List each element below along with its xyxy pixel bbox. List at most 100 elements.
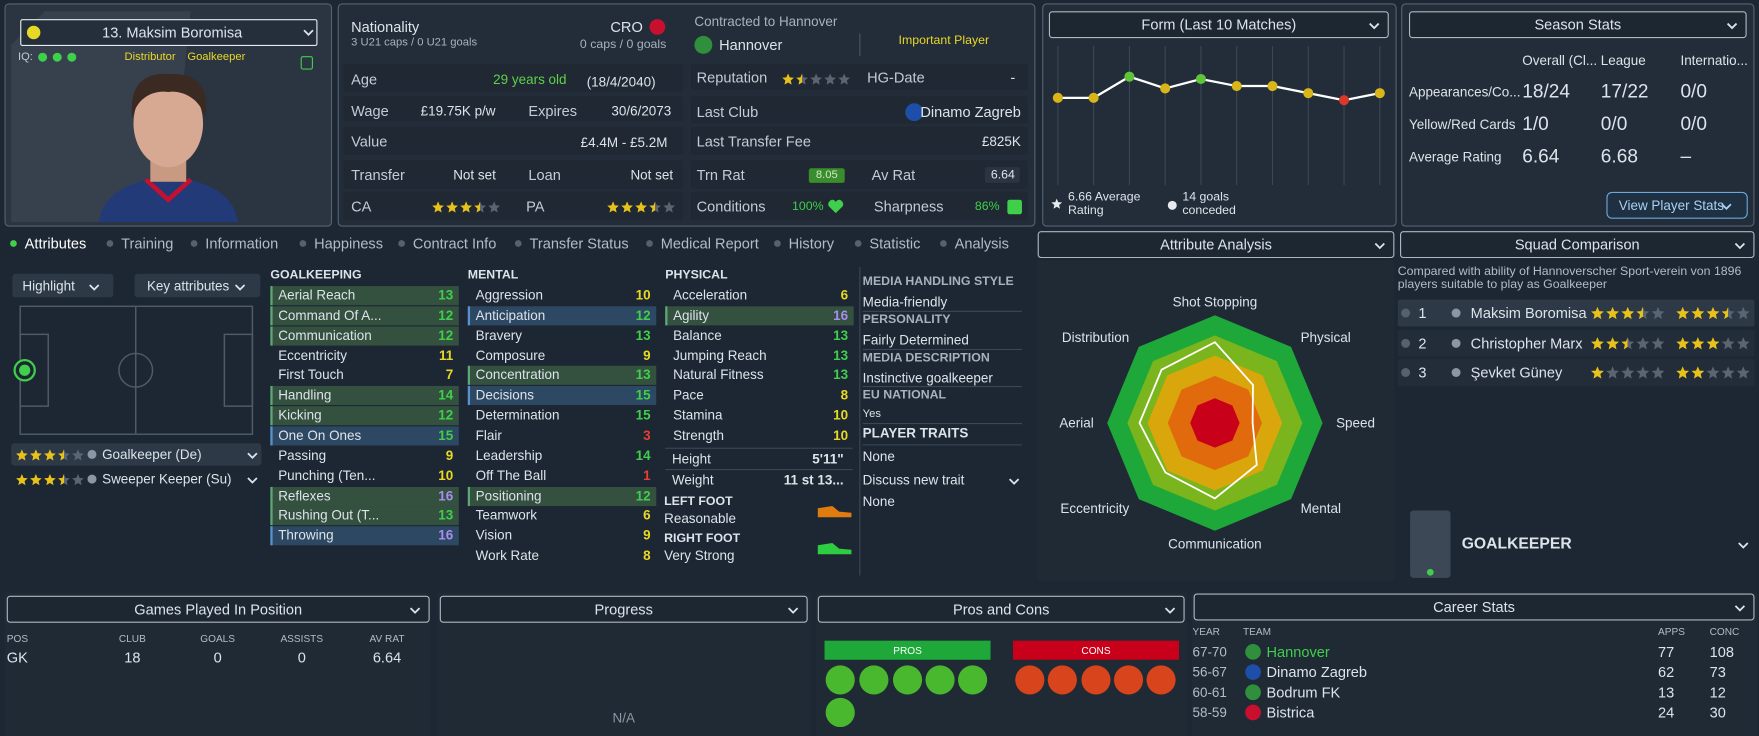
button-label[interactable]: Key attributes [146, 278, 230, 294]
highlight-button[interactable] [12, 273, 114, 298]
radar-area [1138, 341, 1258, 500]
pro-icon-shape [925, 665, 955, 695]
attribute-name: Acceleration [673, 287, 748, 303]
tab[interactable]: Training [121, 235, 174, 252]
media-heading: MEDIA HANDLING STYLE [862, 274, 1014, 289]
club-logo [1245, 664, 1261, 680]
tab[interactable]: Information [205, 235, 279, 252]
caps: 0 caps / 0 goals [579, 38, 667, 52]
tab-dot-shape [190, 240, 198, 247]
tab[interactable]: History [788, 235, 835, 252]
attribute-name: Concentration [475, 367, 560, 384]
row-highlight [270, 526, 459, 546]
role-name[interactable]: Sweeper Keeper (Su) [102, 471, 232, 487]
panel-header[interactable] [817, 595, 1185, 623]
career-year: 56-67 [1192, 664, 1227, 680]
star [1606, 306, 1619, 320]
tab[interactable]: Statistic [869, 235, 921, 252]
column-header: Overall (Cl... [1522, 52, 1598, 69]
panel-title: Form (Last 10 Matches) [1141, 16, 1297, 34]
tab[interactable]: Transfer Status [529, 235, 629, 252]
tab[interactable]: Happiness [314, 235, 384, 252]
row-strip [691, 96, 1028, 124]
select-dot [1401, 308, 1411, 318]
name-box[interactable] [20, 19, 318, 47]
radar-label: Mental [1300, 500, 1341, 517]
tab[interactable]: Contract Info [412, 235, 497, 252]
player-role: Distributor [124, 51, 176, 64]
club-name: Hannover [719, 36, 783, 54]
tab-dot [514, 240, 522, 247]
media-value: None [862, 448, 895, 465]
tab-dot [398, 240, 405, 247]
star [1651, 336, 1665, 349]
row-strip [691, 63, 1028, 90]
label: Wage [351, 102, 389, 120]
photo-backdrop [11, 11, 191, 223]
star [30, 473, 42, 485]
club-badge [26, 25, 41, 40]
panel-header[interactable] [1193, 593, 1755, 621]
tab[interactable]: Medical Report [660, 235, 759, 252]
career-apps: 77 [1658, 643, 1675, 661]
pros-label: PROS [893, 645, 922, 657]
attribute-value: 16 [833, 307, 849, 323]
select-dot [1401, 368, 1411, 377]
attribute-value: 14 [635, 447, 651, 464]
row-label: Average Rating [1408, 149, 1502, 165]
stat-value: 1/0 [1522, 113, 1549, 135]
star [58, 473, 70, 485]
tab[interactable]: Analysis [954, 235, 1009, 252]
panel-header[interactable] [1037, 231, 1395, 259]
radar-label: Shot Stopping [1172, 293, 1258, 310]
chevron-line [234, 284, 246, 291]
pitch [13, 305, 254, 435]
radar-label: Physical [1300, 329, 1351, 346]
average-rating-note: 6.66 Average Rating [1067, 190, 1141, 218]
star [1706, 366, 1720, 379]
face [133, 79, 204, 168]
panel-header[interactable] [1048, 11, 1389, 39]
pro-icon [859, 665, 889, 695]
star [460, 200, 472, 212]
shortlist-icon [300, 56, 313, 70]
star [16, 448, 28, 460]
column-header: AV RAT [369, 632, 405, 645]
row-highlight [270, 286, 459, 306]
column-header: CLUB [118, 632, 146, 645]
column-header: CONC [1709, 626, 1740, 638]
role-name[interactable]: Goalkeeper (De) [102, 446, 202, 463]
key-attributes-button[interactable] [134, 273, 261, 298]
average-rating: 6.64 [990, 168, 1015, 182]
button-label[interactable]: Highlight [22, 278, 75, 294]
form-point [1052, 92, 1063, 103]
career-apps: 13 [1658, 683, 1675, 701]
chevron-line [1726, 22, 1738, 30]
discuss-trait[interactable]: Discuss new trait [862, 472, 965, 489]
tab[interactable]: Attributes [24, 235, 87, 252]
panel-header[interactable] [1400, 231, 1755, 259]
panel-header[interactable] [1408, 11, 1747, 39]
loan: Not set [630, 167, 674, 183]
star [1676, 366, 1690, 379]
divider [859, 33, 861, 57]
con-icon-shape [1081, 665, 1111, 695]
panel-header[interactable] [6, 595, 430, 623]
panel-header[interactable] [439, 595, 808, 623]
con-icon [1113, 665, 1144, 695]
attribute-value: 10 [833, 427, 849, 444]
role-row[interactable] [11, 443, 262, 466]
form-point [1374, 88, 1385, 99]
pro-icon [958, 665, 988, 695]
career-year: 67-70 [1192, 644, 1227, 660]
info-icon [87, 449, 97, 459]
separator [665, 447, 853, 449]
cons-header [1012, 640, 1180, 660]
button-label[interactable]: View Player Stats [1618, 197, 1725, 214]
radar-label: Distribution [1061, 329, 1130, 346]
club-logo [1245, 704, 1261, 721]
attribute-name: Aggression [475, 287, 544, 303]
boot [817, 506, 852, 518]
form-point [1231, 81, 1242, 92]
label: Av Rat [871, 166, 916, 184]
